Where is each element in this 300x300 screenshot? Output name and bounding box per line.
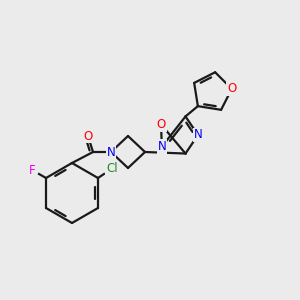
- Text: N: N: [194, 128, 202, 142]
- Text: O: O: [83, 130, 93, 142]
- Text: N: N: [158, 140, 166, 153]
- Text: O: O: [227, 82, 236, 95]
- Text: N: N: [106, 146, 116, 158]
- Text: O: O: [156, 118, 166, 131]
- Text: Cl: Cl: [106, 163, 118, 176]
- Text: F: F: [29, 164, 35, 176]
